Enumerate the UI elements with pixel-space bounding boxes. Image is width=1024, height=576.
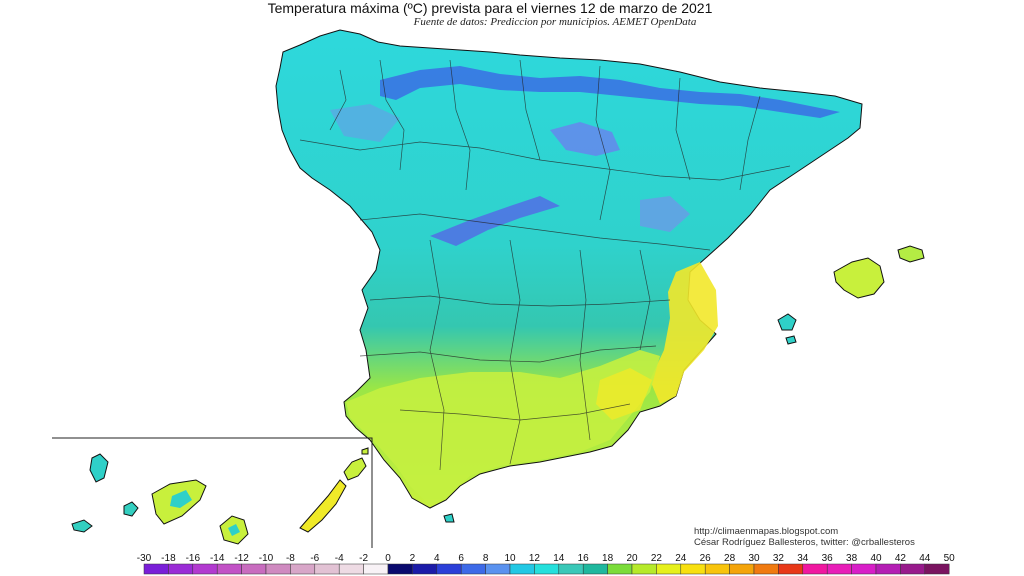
canarias-inset-frame: [52, 437, 373, 548]
legend-tick-label: 16: [578, 553, 590, 564]
credits-block: http://climaenmapas.blogspot.com César R…: [694, 526, 915, 548]
cantabrian-cold-zone: [380, 66, 840, 118]
la-palma-island: [89, 453, 109, 483]
formentera-island: [785, 335, 797, 345]
map-title: Temperatura máxima (ºC) prevista para el…: [267, 0, 713, 16]
legend-tick-label: 10: [504, 553, 516, 564]
legend-tick-label: 6: [458, 553, 464, 564]
legend-color-swatch: [778, 563, 804, 575]
legend-color-swatch: [412, 563, 438, 575]
legend-color-swatch: [192, 563, 218, 575]
author-credit: César Rodríguez Ballesteros, twitter: @c…: [694, 537, 915, 548]
ceuta: [443, 513, 455, 523]
legend-color-swatch: [265, 563, 291, 575]
legend-tick-label: 14: [553, 553, 565, 564]
legend-color-swatch: [753, 563, 779, 575]
legend-color-swatch: [290, 563, 316, 575]
la-gomera-island: [123, 501, 139, 517]
legend-color-swatch: [900, 563, 926, 575]
cordillera-iberica-cold-zone: [550, 122, 620, 156]
legend-tick-label: 4: [434, 553, 440, 564]
legend-tick-label: 12: [529, 553, 541, 564]
legend-color-swatch: [485, 563, 511, 575]
legend-tick-label: -18: [161, 553, 176, 564]
province-borders: [299, 59, 791, 471]
valencia-warm-zone: [650, 262, 718, 404]
legend-tick-label: -4: [335, 553, 344, 564]
legend-color-swatch: [143, 563, 169, 575]
legend-tick-label: 26: [700, 553, 712, 564]
legend-tick-label: 32: [773, 553, 785, 564]
legend-tick-label: 2: [410, 553, 416, 564]
legend-tick-label: -12: [234, 553, 249, 564]
legend-color-swatch: [656, 563, 682, 575]
map-subtitle: Fuente de datos: Prediccion por municipi…: [413, 16, 697, 28]
legend-tick-label: -2: [359, 553, 368, 564]
legend-color-swatch: [509, 563, 535, 575]
legend-tick-label: -6: [310, 553, 319, 564]
legend-color-swatch: [875, 563, 901, 575]
mallorca-island: [833, 257, 885, 299]
legend-tick-label: 42: [895, 553, 907, 564]
legend-tick-label: 30: [748, 553, 760, 564]
legend-color-swatch: [631, 563, 657, 575]
la-graciosa-island: [361, 447, 369, 455]
legend-color-swatch: [729, 563, 755, 575]
legend-color-swatch: [558, 563, 584, 575]
murcia-hot-zone: [596, 368, 652, 420]
legend-tick-label: 38: [846, 553, 858, 564]
legend-tick-label: 44: [919, 553, 931, 564]
legend-color-swatch: [314, 563, 340, 575]
sistema-central-cold-zone: [430, 196, 560, 246]
legend-color-swatch: [436, 563, 462, 575]
legend-tick-label: 0: [385, 553, 391, 564]
legend-color-swatch: [924, 563, 950, 575]
menorca-island: [897, 245, 925, 263]
legend-tick-label: -8: [286, 553, 295, 564]
legend-color-swatch: [216, 563, 242, 575]
legend-color-swatch: [534, 563, 560, 575]
legend-color-swatch: [338, 563, 364, 575]
galicia-leon-cold-zone: [330, 104, 400, 142]
legend-tick-label: -14: [210, 553, 225, 564]
legend-tick-label: 22: [651, 553, 663, 564]
legend-color-swatch: [363, 563, 389, 575]
temperature-map: [52, 29, 925, 548]
legend-color-swatch: [851, 563, 877, 575]
legend-tick-label: 40: [870, 553, 882, 564]
legend-color-swatch: [168, 563, 194, 575]
legend-color-swatch: [241, 563, 267, 575]
legend-tick-label: 36: [822, 553, 834, 564]
legend-color-swatch: [460, 563, 486, 575]
tenerife-teide-cold: [170, 490, 192, 508]
legend-tick-label: 50: [944, 553, 956, 564]
el-hierro-island: [71, 519, 93, 533]
legend-tick-label: -16: [186, 553, 201, 564]
south-warm-zone: [346, 350, 660, 504]
legend-color-swatch: [704, 563, 730, 575]
legend-tick-label: -10: [259, 553, 274, 564]
legend-tick-label: 18: [602, 553, 614, 564]
lanzarote-island: [343, 457, 367, 481]
legend-color-swatch: [607, 563, 633, 575]
legend-color-swatch: [826, 563, 852, 575]
blog-url: http://climaenmapas.blogspot.com: [694, 526, 839, 537]
legend-tick-label: 34: [797, 553, 809, 564]
legend-color-swatch: [802, 563, 828, 575]
legend-tick-label: 24: [675, 553, 687, 564]
legend-tick-label: 28: [724, 553, 736, 564]
fuerteventura-island: [299, 479, 347, 533]
color-scale-legend: -30 -18 -16 -14 -12 -10 -8 -6 -4 -2 0 2 4 6 8 10 12 14 16 1…: [137, 553, 956, 575]
legend-tick-label: 8: [483, 553, 489, 564]
teruel-cold-zone: [640, 196, 690, 232]
legend-color-swatch: [387, 563, 413, 575]
legend-tick-label: -30: [137, 553, 152, 564]
legend-color-swatch: [680, 563, 706, 575]
gran-canaria-center-cold: [228, 524, 240, 536]
legend-color-swatch: [582, 563, 608, 575]
ibiza-island: [777, 313, 797, 331]
legend-tick-label: 20: [626, 553, 638, 564]
